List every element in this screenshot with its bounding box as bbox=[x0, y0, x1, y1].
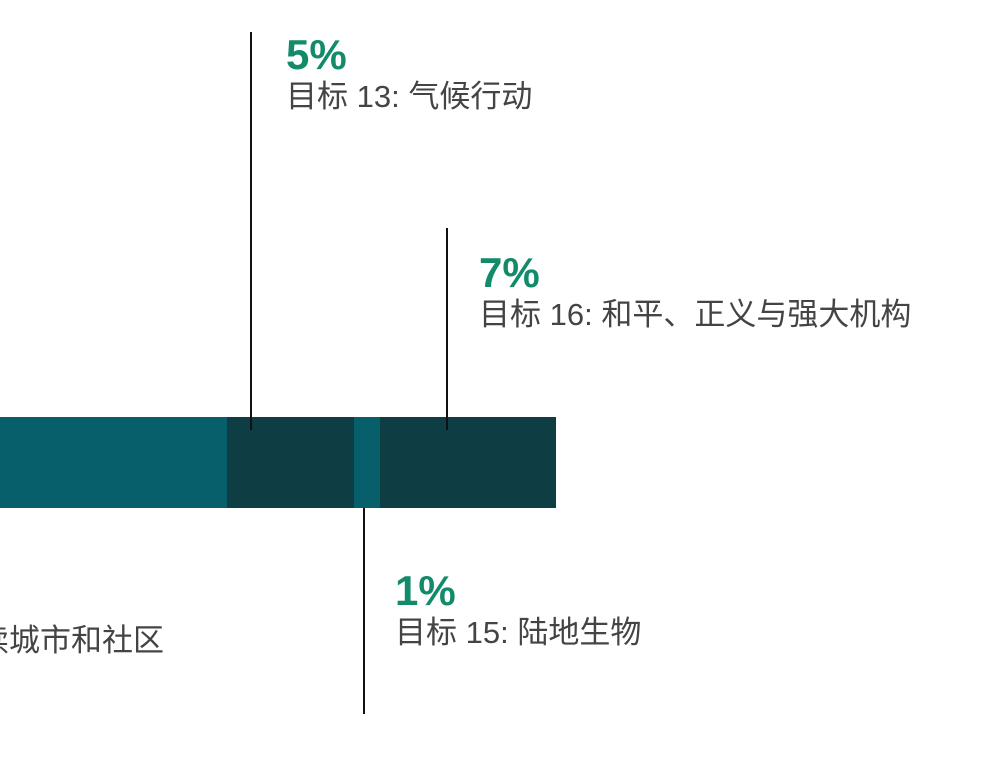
annotation-goal-16: 7% 目标 16: 和平、正义与强大机构 bbox=[479, 250, 911, 334]
annotation-goal-15: 1% 目标 15: 陆地生物 bbox=[395, 568, 641, 652]
bar-segment bbox=[380, 417, 556, 508]
annotation-name: 目标 13: 气候行动 bbox=[286, 79, 533, 114]
bar-segment bbox=[0, 417, 227, 508]
annotation-sustainable-cities: 续城市和社区 bbox=[0, 622, 164, 660]
annotation-name: 目标 15: 陆地生物 bbox=[395, 615, 642, 650]
annotation-value: 1% bbox=[395, 567, 456, 614]
annotation-name: 目标 16: 和平、正义与强大机构 bbox=[479, 297, 912, 332]
bar-segment bbox=[354, 417, 380, 508]
annotation-value: 5% bbox=[286, 31, 347, 78]
annotation-name: 续城市和社区 bbox=[0, 623, 164, 658]
annotation-goal-13: 5% 目标 13: 气候行动 bbox=[286, 32, 532, 116]
annotation-value: 7% bbox=[479, 249, 540, 296]
bar-segment bbox=[227, 417, 354, 508]
